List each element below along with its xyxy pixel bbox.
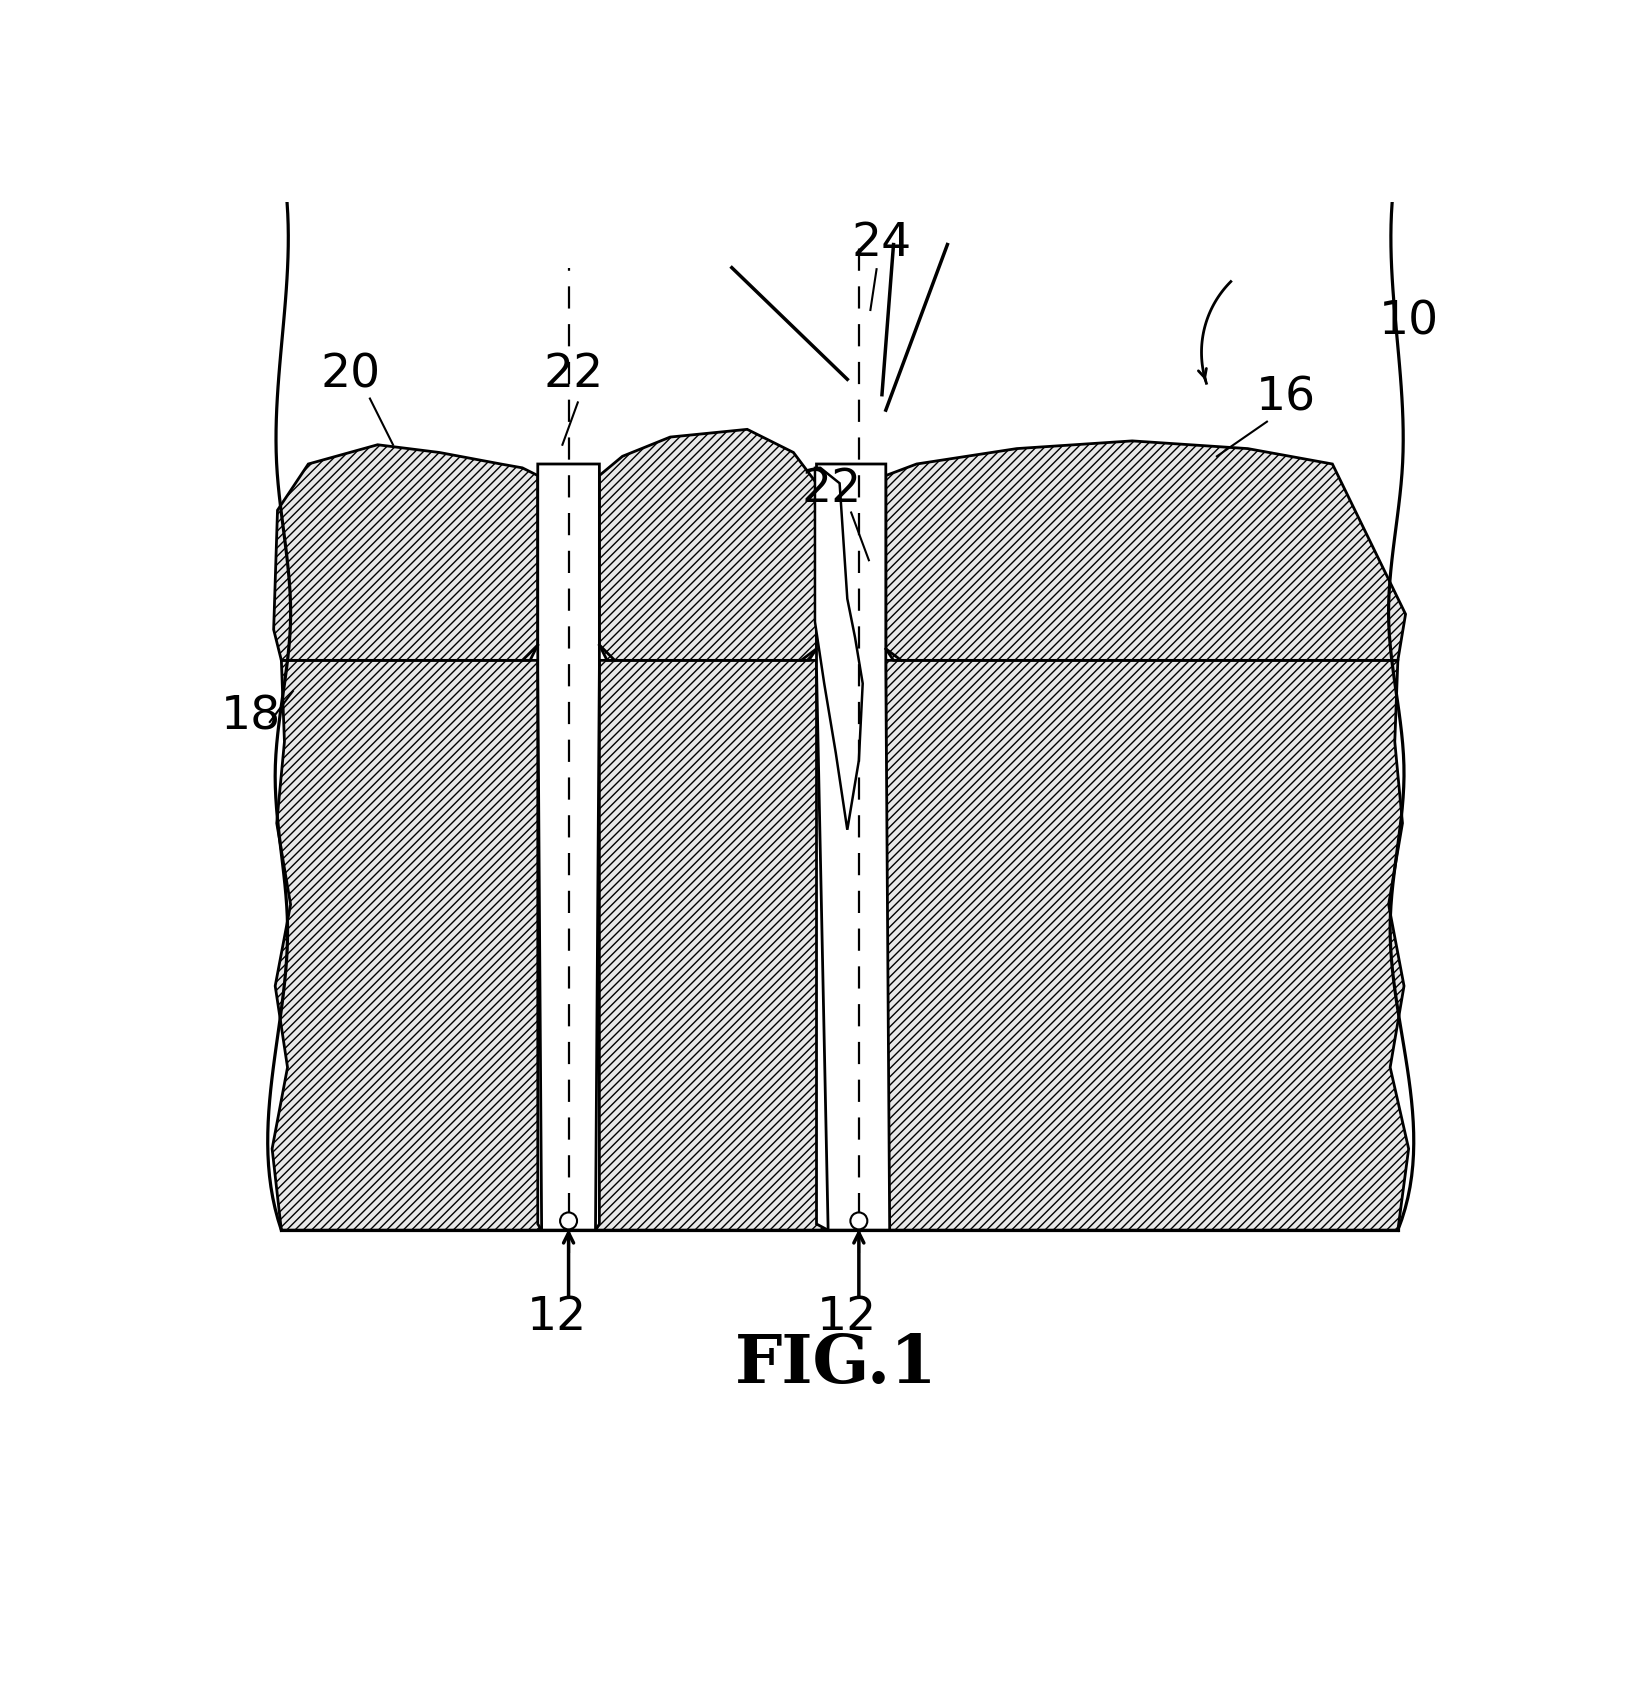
Text: 22: 22	[801, 467, 862, 512]
Polygon shape	[885, 441, 1405, 661]
Circle shape	[850, 1213, 867, 1230]
Polygon shape	[816, 463, 889, 1230]
Text: 22: 22	[543, 352, 604, 398]
Text: FIG.1: FIG.1	[734, 1333, 937, 1397]
Text: 12: 12	[816, 1296, 876, 1340]
Polygon shape	[885, 661, 1408, 1230]
Text: 12: 12	[527, 1296, 588, 1340]
Polygon shape	[814, 468, 862, 829]
Circle shape	[560, 1213, 576, 1230]
Polygon shape	[537, 463, 599, 1230]
Text: 16: 16	[1255, 376, 1315, 420]
Text: 10: 10	[1377, 298, 1438, 344]
Text: 18: 18	[220, 694, 281, 740]
Text: 24: 24	[852, 221, 912, 266]
Polygon shape	[274, 445, 537, 661]
Text: 20: 20	[320, 352, 380, 398]
Polygon shape	[599, 430, 816, 661]
Polygon shape	[596, 661, 827, 1230]
Polygon shape	[273, 661, 542, 1230]
